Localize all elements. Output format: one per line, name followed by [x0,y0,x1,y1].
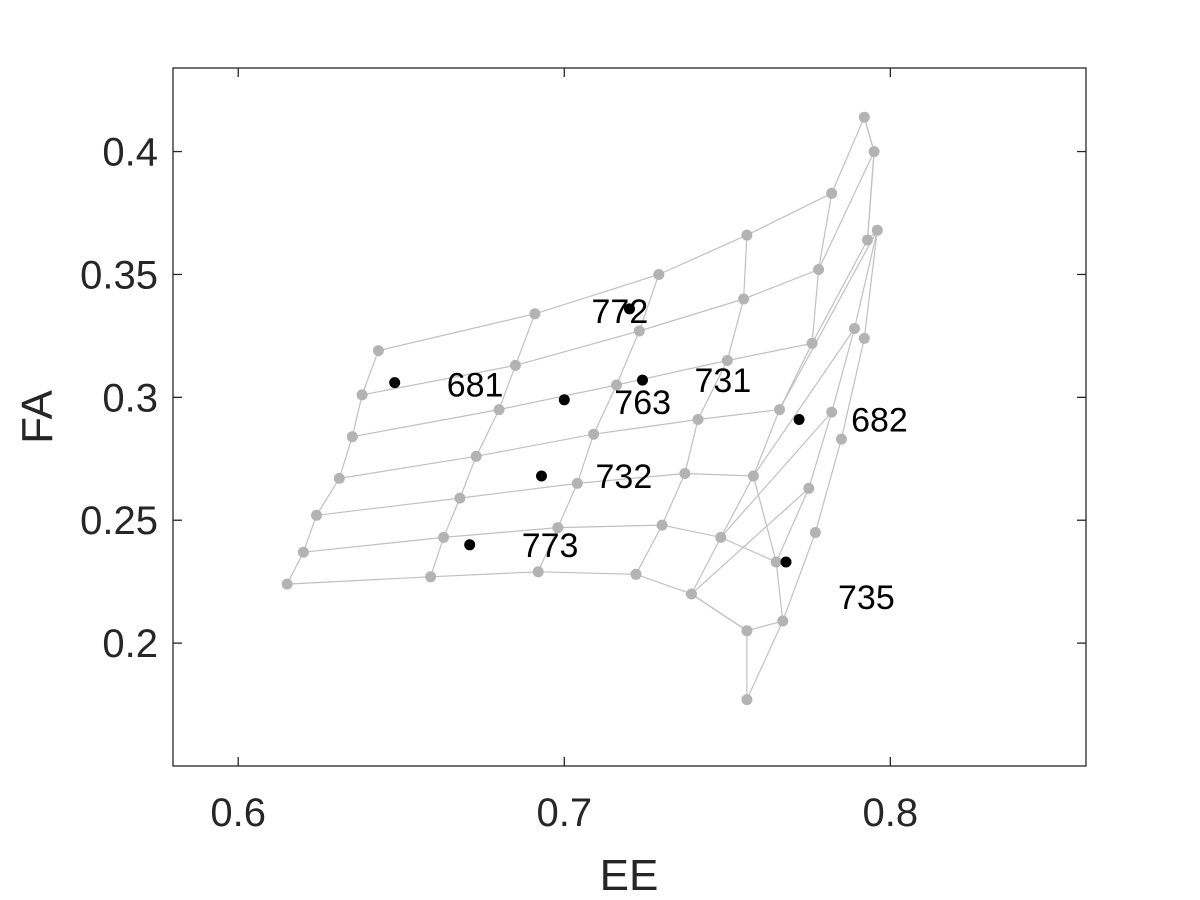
mesh-point [679,468,691,479]
mesh-extra-line [720,536,777,563]
mesh-point [747,470,759,482]
mesh-point [835,433,847,445]
mesh-point [777,615,789,627]
highlighted-point [780,556,792,568]
highlighted-points-layer [389,303,805,568]
mesh-point [806,337,818,349]
point-labels-layer: 681 682 731 732 735 763 772 773 [447,293,908,617]
mesh-extra-line [746,488,810,700]
highlighted-point [389,377,401,389]
plot-frame [172,67,1087,767]
x-axis: 0.6 0.7 0.8 [210,68,918,835]
mesh-point [509,359,521,371]
mesh-point [692,414,704,425]
mesh-point [721,355,733,366]
mesh-point [532,566,544,578]
highlighted-point [464,539,476,551]
mesh-point [770,556,782,568]
mesh-point [715,531,727,543]
highlighted-point [793,414,805,425]
mesh-row-line [339,229,878,479]
y-tick-label: 0.3 [102,376,158,420]
x-axis-label: EE [600,851,659,900]
mesh-point [493,404,505,416]
mesh-point [738,293,750,305]
mesh-point [858,332,870,344]
mesh-point [803,482,815,494]
mesh-row-line [303,411,833,553]
point-label: 772 [592,293,649,331]
mesh-point [356,389,368,401]
point-label: 731 [695,362,752,400]
x-tick-label: 0.8 [863,791,919,835]
mesh-point [630,568,642,580]
mesh-point [281,578,293,590]
mesh-point [741,229,753,241]
point-label: 763 [614,384,671,422]
mesh-row-line [316,328,855,516]
point-label: 682 [851,402,908,440]
mesh-point [438,531,450,543]
y-tick-label: 0.25 [80,499,158,543]
mesh-point [858,111,870,123]
point-label: 681 [447,367,504,405]
mesh-point [611,379,622,391]
mesh-point [311,509,322,521]
mesh-point [470,450,482,462]
mesh-point [686,588,697,600]
mesh-row-line [287,487,810,595]
y-tick-label: 0.2 [102,622,158,666]
y-axis: 0.2 0.25 0.3 0.35 0.4 [80,131,1086,666]
highlighted-point [558,394,570,406]
mesh-row-line [378,116,865,352]
mesh-extra-line [691,593,748,632]
mesh-point [633,325,645,337]
mesh-point [653,269,665,280]
y-axis-label: FA [13,389,62,443]
mesh-layer [281,111,883,706]
mesh-point [552,522,564,534]
highlighted-point [637,374,648,386]
mesh-point [588,428,600,440]
mesh-extra-line [752,475,777,563]
mesh-point [826,187,838,199]
mesh-point [871,224,883,236]
mesh-point [809,527,821,538]
x-tick-label: 0.6 [210,791,266,835]
point-label: 773 [522,527,579,565]
mesh-point [862,234,873,246]
point-label: 735 [838,579,895,617]
mesh-point [372,345,384,357]
mesh-point [813,264,825,275]
mesh-row-line [352,239,869,438]
mesh-point [741,694,753,706]
mesh-point [454,492,466,504]
mesh-point [346,431,358,443]
mesh-point [826,406,838,418]
mesh-point [741,625,753,637]
mesh-row-line [361,151,875,396]
mesh-point [868,146,880,158]
mesh-extra-line [863,117,875,241]
mesh-point [571,477,583,489]
mesh-point [656,519,668,531]
mesh-point [425,571,437,583]
highlighted-point [624,303,635,315]
x-tick-label: 0.7 [536,791,592,835]
mesh-point [297,546,309,558]
mesh-point [774,404,785,416]
y-tick-label: 0.35 [80,253,158,297]
point-label: 732 [596,458,653,496]
mesh-point [529,308,541,320]
y-tick-label: 0.4 [102,131,158,175]
mesh-point [333,472,345,484]
highlighted-point [536,470,547,482]
mesh-point [849,323,860,334]
